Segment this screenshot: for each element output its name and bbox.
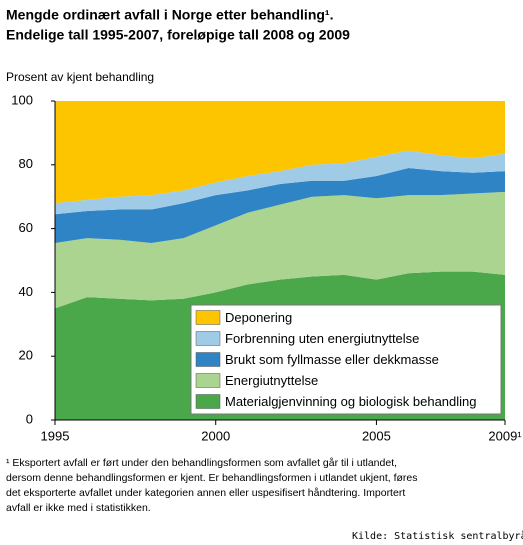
legend-swatch <box>195 310 221 325</box>
area <box>55 150 505 215</box>
x-tick-label: 2009¹ <box>488 428 522 443</box>
y-tick-label: 20 <box>19 348 33 363</box>
footnote: det eksporterte avfallet under kategorie… <box>6 487 405 499</box>
source: Kilde: Statistisk sentralbyrå <box>352 529 523 542</box>
legend-label: Deponering <box>225 310 292 325</box>
y-tick-label: 80 <box>19 156 33 171</box>
y-tick-label: 100 <box>11 92 33 107</box>
chart-subtitle: Endelige tall 1995-2007, foreløpige tall… <box>6 27 350 43</box>
y-tick-label: 40 <box>19 284 33 299</box>
y-tick-label: 0 <box>26 411 33 426</box>
x-tick-label: 2005 <box>362 428 391 443</box>
footnote: ¹ Eksportert avfall er ført under den be… <box>6 457 397 469</box>
y-tick-label: 60 <box>19 220 33 235</box>
legend-swatch <box>195 352 221 367</box>
x-tick-label: 2000 <box>201 428 230 443</box>
legend-swatch <box>195 394 221 409</box>
legend-box <box>190 304 502 415</box>
legend-swatch <box>195 331 221 346</box>
x-tick-label: 1995 <box>41 428 70 443</box>
y-axis-label: Prosent av kjent behandling <box>6 70 154 84</box>
area <box>55 191 505 309</box>
footnote: dersom denne behandlingsformen er kjent.… <box>6 472 418 484</box>
legend-label: Energiutnyttelse <box>225 373 318 388</box>
chart-title: Mengde ordinært avfall i Norge etter beh… <box>6 7 333 23</box>
legend-label: Brukt som fyllmasse eller dekkmasse <box>225 352 439 367</box>
area <box>55 101 505 204</box>
footnote: avfall er ikke med i statistikken. <box>6 502 151 514</box>
legend-label: Forbrenning uten energiutnyttelse <box>225 331 419 346</box>
legend-swatch <box>195 373 221 388</box>
legend-label: Materialgjenvinning og biologisk behandl… <box>225 394 477 409</box>
area <box>55 167 505 243</box>
